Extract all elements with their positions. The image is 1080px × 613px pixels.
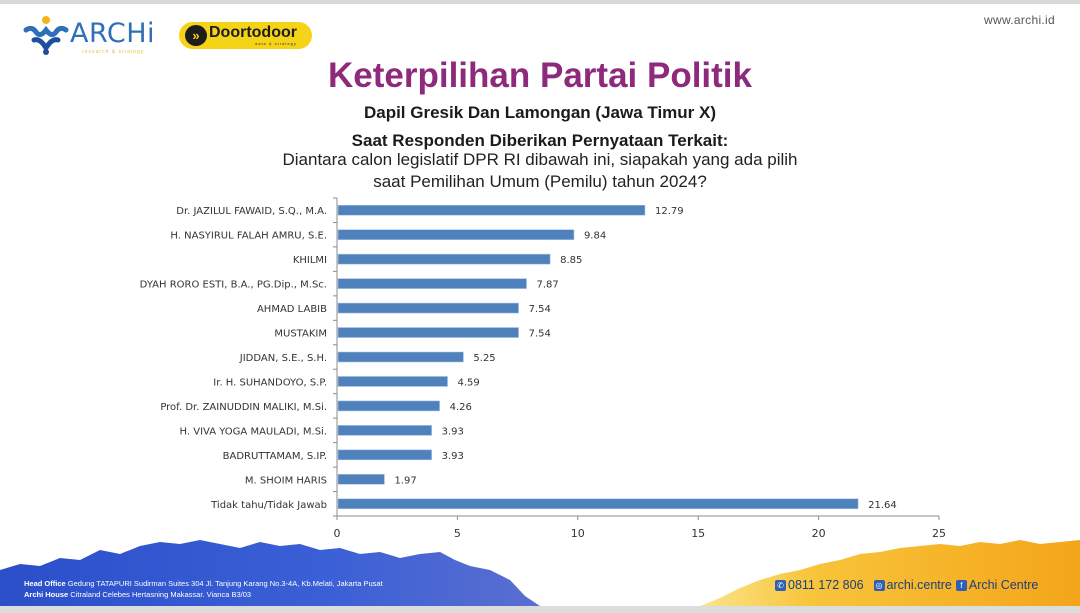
category-label: Ir. H. SUHANDOYO, S.P. xyxy=(213,377,327,388)
data-label: 3.93 xyxy=(442,426,464,437)
footer-brush-background xyxy=(0,540,1080,606)
page-title: Keterpilihan Partai Politik xyxy=(328,56,752,95)
bar xyxy=(337,376,448,387)
bar xyxy=(337,229,575,240)
phone-number[interactable]: 0811 172 806 xyxy=(788,578,864,592)
archi-logo: ARCHi research & strategy xyxy=(22,14,167,58)
data-label: 8.85 xyxy=(560,255,582,266)
statement-heading: Saat Responden Diberikan Pernyataan Terk… xyxy=(351,131,729,150)
bar xyxy=(337,498,859,510)
data-label: 5.25 xyxy=(473,353,495,364)
x-tick-label: 10 xyxy=(571,527,585,540)
whatsapp-icon: ✆ xyxy=(775,579,786,591)
category-label: H. VIVA YOGA MAULADI, M.Si. xyxy=(180,426,327,437)
bar xyxy=(337,474,385,485)
x-tick-label: 25 xyxy=(932,527,946,540)
data-label: 7.87 xyxy=(537,280,559,291)
facebook-page[interactable]: Archi Centre xyxy=(968,578,1039,592)
category-label: KHILMI xyxy=(293,255,327,266)
doortodoor-logo-tagline: data & strategy xyxy=(255,41,297,46)
archi-house-address: Archi House Citraland Celebes Hertasning… xyxy=(24,590,251,599)
data-label: 4.26 xyxy=(450,402,472,413)
archi-house-label: Archi House xyxy=(24,590,69,599)
top-border xyxy=(0,0,1080,4)
data-label: 21.64 xyxy=(868,500,897,511)
data-label: 4.59 xyxy=(458,377,480,388)
category-label: H. NASYIRUL FALAH AMRU, S.E. xyxy=(170,231,327,242)
doortodoor-logo-text: Doortodoor xyxy=(209,24,297,41)
bar xyxy=(337,327,519,338)
bottom-border xyxy=(0,606,1080,613)
instagram-icon: ◎ xyxy=(873,579,885,591)
question-line-2: saat Pemilihan Umum (Pemilu) tahun 2024? xyxy=(373,172,707,191)
data-label: 9.84 xyxy=(584,231,606,242)
data-label: 7.54 xyxy=(529,304,551,315)
data-label: 7.54 xyxy=(529,329,551,340)
archi-logo-mark-icon xyxy=(23,16,69,55)
category-label: AHMAD LABIB xyxy=(257,304,327,315)
head-office-address: Head Office Gedung TATAPURI Sudirman Sui… xyxy=(24,579,383,588)
contact-info: ✆ 0811 172 806 ◎ archi.centre f Archi Ce… xyxy=(775,578,1038,592)
instagram-handle[interactable]: archi.centre xyxy=(886,578,952,592)
category-label: DYAH RORO ESTI, B.A., PG.Dip., M.Sc. xyxy=(140,280,327,291)
doortodoor-logo: » Doortodoor data & strategy xyxy=(179,22,312,49)
bar xyxy=(337,351,464,363)
website-link[interactable]: www.archi.id xyxy=(984,13,1055,27)
category-label: M. SHOIM HARIS xyxy=(245,475,327,486)
facebook-icon: f xyxy=(955,579,967,591)
bar xyxy=(337,253,551,265)
bar xyxy=(337,302,519,314)
bar xyxy=(337,425,432,436)
x-tick-label: 5 xyxy=(454,527,461,540)
archi-logo-text: ARCHi xyxy=(70,18,156,49)
category-label: Tidak tahu/Tidak Jawab xyxy=(210,500,327,511)
head-office-text: Gedung TATAPURI Sudirman Suites 304 Jl. … xyxy=(67,579,383,588)
page-subtitle: Dapil Gresik Dan Lamongan (Jawa Timur X) xyxy=(363,103,717,122)
x-tick-label: 0 xyxy=(334,527,341,540)
category-label: Dr. JAZILUL FAWAID, S.Q., M.A. xyxy=(176,206,327,217)
category-label: Prof. Dr. ZAINUDDIN MALIKI, M.Si. xyxy=(160,402,327,413)
x-tick-label: 20 xyxy=(812,527,826,540)
category-label: JIDDAN, S.E., S.H. xyxy=(239,353,327,364)
head-office-label: Head Office xyxy=(24,579,66,588)
category-label: BADRUTTAMAM, S.IP. xyxy=(223,451,327,462)
footer xyxy=(0,540,1080,606)
double-chevron-icon: » xyxy=(185,25,207,46)
archi-logo-tagline: research & strategy xyxy=(82,49,145,55)
x-tick-label: 15 xyxy=(691,527,705,540)
archi-house-text: Citraland Celebes Hertasning Makassar. V… xyxy=(70,590,252,599)
data-label: 1.97 xyxy=(394,475,416,486)
question-line-1: Diantara calon legislatif DPR RI dibawah… xyxy=(282,150,798,169)
bar xyxy=(337,278,527,289)
bar xyxy=(337,449,432,461)
bar xyxy=(337,400,440,412)
data-label: 3.93 xyxy=(442,451,464,462)
bar xyxy=(337,204,646,216)
data-label: 12.79 xyxy=(655,206,684,217)
category-label: MUSTAKIM xyxy=(274,329,327,340)
